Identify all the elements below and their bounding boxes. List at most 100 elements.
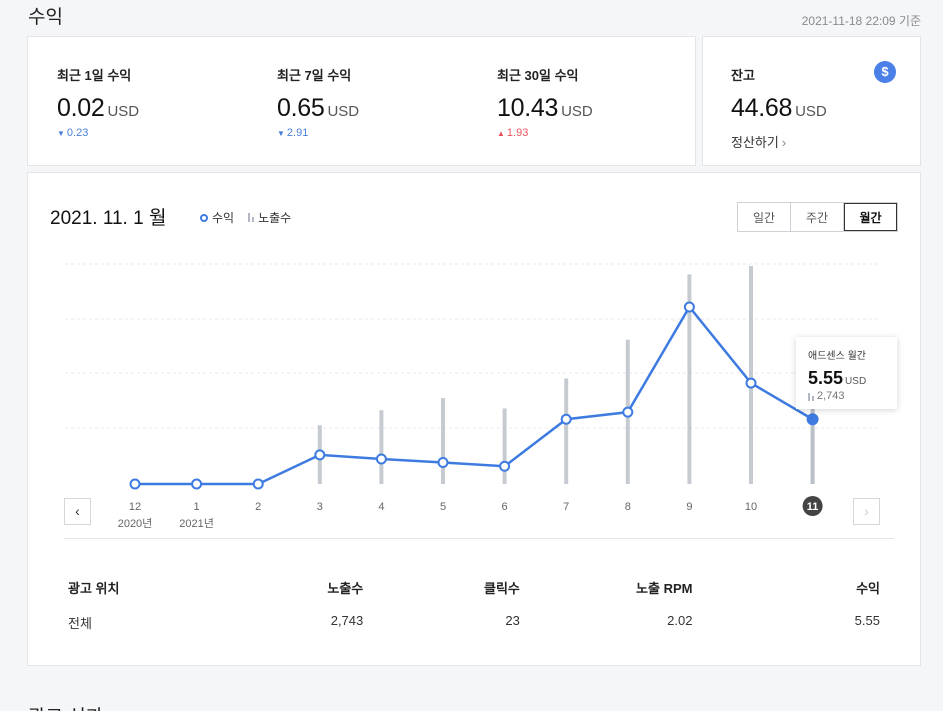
stat-label: 최근 30일 수익 [497,68,579,83]
x-year-label: 2021년 [179,517,214,530]
balance-label: 잔고 [731,68,755,83]
x-tick-label: 12 [129,501,141,513]
chart-tooltip: 애드센스 월간 5.55 USD 2,743 [796,337,897,409]
revenue-point [806,413,819,426]
chevron-right-icon: › [781,135,787,150]
stat-unit: USD [107,103,140,120]
revenue-point [622,406,634,418]
period-toggle: 일간 주간 월간 [737,202,898,232]
triangle-down-icon: ▼ [57,129,65,138]
chart-next-button[interactable]: › [853,498,880,525]
tooltip-value: 5.55 USD [808,368,867,388]
stat-7day: 최근 7일 수익 0.65 USD ▼ 2.91 [277,65,359,139]
stat-label: 최근 1일 수익 [57,68,132,83]
x-tick-label: 4 [378,501,384,513]
chart-title: 2021. 11. 1 월 [50,208,167,229]
legend-bar-icon [248,213,255,222]
balance-value: 44.68 USD [731,94,827,123]
balance-unit: USD [795,103,827,120]
chart-legend: 수익 노출수 [200,209,291,226]
table-cell: 5.55 [854,613,880,628]
x-tick-label: 1 [194,501,200,513]
bar-chart-icon [808,392,814,401]
chart-card: 2021. 11. 1 월 수익 노출수 일간 주간 월간 12 2020년 1 20… [27,172,921,666]
stat-unit: USD [561,103,593,120]
revenue-point [560,413,572,425]
x-year-label: 2020년 [118,517,153,530]
impression-bar [749,266,753,484]
revenue-line [135,304,814,486]
table-cell: 23 [505,613,520,628]
stat-value: 0.65 USD [277,94,359,123]
stat-change: ▲ 1.93 [497,127,529,139]
table-header-cell: 광고 위치 [68,581,120,596]
revenue-point [437,457,449,469]
stat-30day: 최근 30일 수익 10.43 USD ▲ 1.93 [497,65,593,139]
stat-value: 10.43 USD [497,94,593,123]
legend-impressions: 노출수 [248,209,291,226]
impression-bar [564,378,569,484]
revenue-chart: 12 2020년 1 2021년 2 3 4 5 6 7 8 9 10 11 [65,263,880,530]
impression-bar [441,398,445,484]
stat-label: 최근 7일 수익 [277,68,352,83]
stat-number: 0.65 [277,94,325,122]
x-tick-label: 8 [625,501,631,513]
table-row: 전체 2,743 23 2.02 5.55 [68,613,880,632]
divider [64,538,894,539]
balance-number: 44.68 [731,94,793,122]
chart-prev-button[interactable]: ‹ [64,498,91,525]
revenue-point [191,478,203,490]
dollar-icon: $ [874,61,896,83]
period-weekly-button[interactable]: 주간 [791,203,844,231]
stat-value: 0.02 USD [57,94,139,123]
revenue-point [252,478,264,490]
period-daily-button[interactable]: 일간 [738,203,791,231]
table-cell: 2.02 [667,613,693,628]
revenue-point [499,460,511,472]
balance-card: 잔고 44.68 USD 정산하기 › $ [702,36,921,166]
stat-unit: USD [327,103,360,120]
settle-link[interactable]: 정산하기 › [731,135,787,150]
timestamp: 2021-11-18 22:09 기준 [801,14,921,28]
table-header: 광고 위치 노출수 클릭수 노출 RPM 수익 [68,578,880,597]
stat-number: 10.43 [497,94,559,122]
tooltip-title: 애드센스 월간 [808,351,866,362]
x-tick-label: 5 [440,501,446,513]
tooltip-impressions: 2,743 [808,390,885,402]
triangle-down-icon: ▼ [277,129,285,138]
table-header-cell: 클릭수 [483,581,520,596]
revenue-point [375,453,387,465]
stat-number: 0.02 [57,94,105,122]
chevron-left-icon: ‹ [75,503,80,519]
table-header-cell: 노출 RPM [636,581,693,596]
period-monthly-button[interactable]: 월간 [844,203,897,231]
stat-change: ▼ 2.91 [277,127,309,139]
revenue-point [683,301,695,313]
x-tick-label: 11 [807,501,819,513]
impression-bar [502,408,507,484]
x-tick-label: 6 [502,501,508,513]
stat-change: ▼ 0.23 [57,127,89,139]
impression-bar [687,274,692,484]
balance-stat: 잔고 44.68 USD 정산하기 › [731,65,827,151]
table-cell: 2,743 [330,613,364,628]
summary-card: 최근 1일 수익 0.02 USD ▼ 0.23 최근 7일 수익 0.65 USD … [27,36,696,166]
impression-bar [379,410,384,484]
selected-tick-badge [802,496,823,516]
x-tick-label: 10 [745,501,757,513]
table-header-cell: 노출수 [327,581,364,596]
legend-dot-icon [200,213,208,222]
x-tick-label: 3 [317,501,323,513]
section-title: 광고 성과 [28,702,103,711]
chevron-right-icon: › [864,503,869,519]
revenue-point [314,449,326,461]
x-tick-label: 2 [255,501,261,513]
x-tick-label: 9 [686,501,692,513]
stat-1day: 최근 1일 수익 0.02 USD ▼ 0.23 [57,65,139,139]
table-cell: 전체 [68,616,92,631]
triangle-up-icon: ▲ [497,129,505,138]
revenue-point [745,377,757,389]
x-tick-label: 7 [563,501,569,513]
table-header-cell: 수익 [856,581,880,596]
legend-revenue: 수익 [200,209,234,226]
